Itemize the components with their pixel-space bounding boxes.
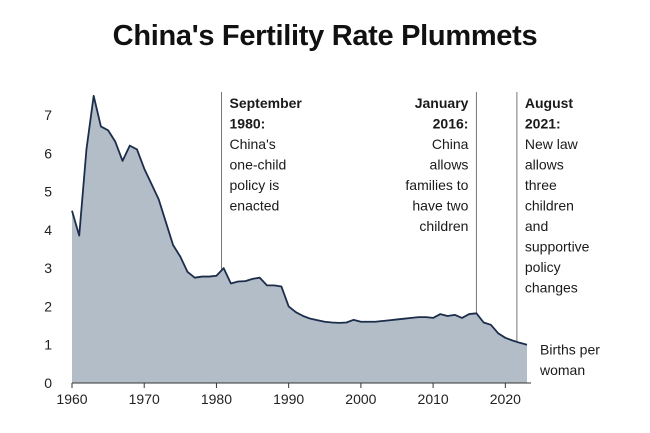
- y-tick-label: 2: [44, 298, 52, 314]
- annotation-text-line: allows: [525, 157, 564, 173]
- series-label-group: Births per woman: [539, 342, 600, 379]
- annotation-3: August 2021: New law allows three children and…: [525, 95, 590, 296]
- x-tick-label: 2000: [345, 391, 376, 407]
- series-label: woman: [539, 362, 585, 378]
- annotation-date-line: 2016:: [433, 116, 469, 132]
- annotation-text-line: New law: [525, 136, 579, 152]
- series-label: Births per: [540, 342, 600, 358]
- annotation-text-line: enacted: [230, 198, 280, 214]
- annotation-1: September 1980: China's one-child policy is e…: [230, 95, 303, 214]
- y-tick-label: 1: [44, 337, 52, 353]
- annotation-text-line: China: [432, 136, 469, 152]
- annotation-text-line: three: [525, 177, 557, 193]
- annotation-date-line: 2021:: [525, 116, 561, 132]
- x-tick-label: 1990: [273, 391, 304, 407]
- annotation-text-line: policy is: [230, 177, 280, 193]
- annotation-2: January 2016: China allows families to have t…: [405, 95, 468, 234]
- y-tick-label: 7: [44, 107, 52, 123]
- y-tick-label: 6: [44, 145, 52, 161]
- annotation-date-line: September: [230, 95, 303, 111]
- axes: 1960 1970 1980 1990 2000 2010 2020 0 1 2 3 4 5 6 7: [44, 107, 531, 407]
- x-tick-label: 1980: [201, 391, 232, 407]
- annotation-text-line: supportive: [525, 239, 590, 255]
- annotation-texts: September 1980: China's one-child policy is e…: [230, 95, 590, 296]
- annotation-text-line: changes: [525, 280, 578, 296]
- annotation-date-line: January: [415, 95, 469, 111]
- y-tick-label: 5: [44, 184, 52, 200]
- x-tick-label: 1960: [56, 391, 87, 407]
- annotation-text-line: have two: [412, 198, 468, 214]
- x-tick-label: 2010: [418, 391, 449, 407]
- y-tick-label: 3: [44, 260, 52, 276]
- y-tick-label: 4: [44, 222, 52, 238]
- annotation-text-line: children: [419, 218, 468, 234]
- x-tick-label: 2020: [490, 391, 521, 407]
- annotation-text-line: China's: [230, 136, 276, 152]
- annotation-text-line: and: [525, 218, 548, 234]
- annotation-text-line: one-child: [230, 157, 287, 173]
- annotation-date-line: August: [525, 95, 574, 111]
- annotation-text-line: families to: [405, 177, 468, 193]
- y-tick-label: 0: [44, 375, 52, 391]
- x-tick-label: 1970: [129, 391, 160, 407]
- chart-title: China's Fertility Rate Plummets: [112, 20, 538, 52]
- area-fill: [72, 95, 527, 383]
- series-line: [71, 94, 528, 346]
- annotation-text-line: policy: [525, 259, 561, 275]
- annotation-text-line: children: [525, 198, 574, 214]
- annotation-date-line: 1980:: [230, 116, 266, 132]
- annotation-text-line: allows: [430, 157, 469, 173]
- area-series: [71, 94, 528, 383]
